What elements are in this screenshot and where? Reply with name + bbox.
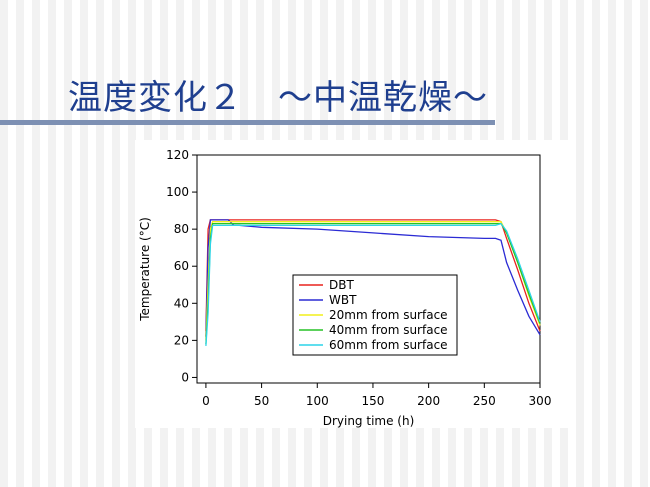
- legend-label: 40mm from surface: [329, 323, 448, 337]
- x-tick-label: 50: [254, 394, 269, 408]
- y-tick-label: 80: [174, 222, 189, 236]
- series-line: [205, 219, 541, 337]
- x-tick-label: 250: [473, 394, 496, 408]
- y-tick-label: 0: [181, 370, 189, 384]
- y-tick-label: 20: [174, 333, 189, 347]
- y-axis-label: Temperature (°C): [138, 217, 152, 322]
- x-axis-label: Drying time (h): [323, 414, 415, 428]
- title-rule: [0, 120, 495, 125]
- series-line: [205, 222, 541, 346]
- y-tick-label: 40: [174, 296, 189, 310]
- slide-title: 温度変化２ ～中温乾燥～: [68, 78, 488, 118]
- y-tick-label: 100: [166, 185, 189, 199]
- series-line: [205, 222, 541, 345]
- y-tick-label: 120: [166, 148, 189, 162]
- legend-label: 20mm from surface: [329, 308, 448, 322]
- x-tick-label: 300: [529, 394, 552, 408]
- legend-label: WBT: [329, 293, 357, 307]
- legend-label: DBT: [329, 278, 354, 292]
- x-tick-label: 0: [202, 394, 210, 408]
- x-tick-label: 150: [362, 394, 385, 408]
- y-tick-label: 60: [174, 259, 189, 273]
- legend-label: 60mm from surface: [329, 338, 448, 352]
- x-tick-label: 200: [417, 394, 440, 408]
- x-tick-label: 100: [306, 394, 329, 408]
- plot-frame: [196, 154, 541, 384]
